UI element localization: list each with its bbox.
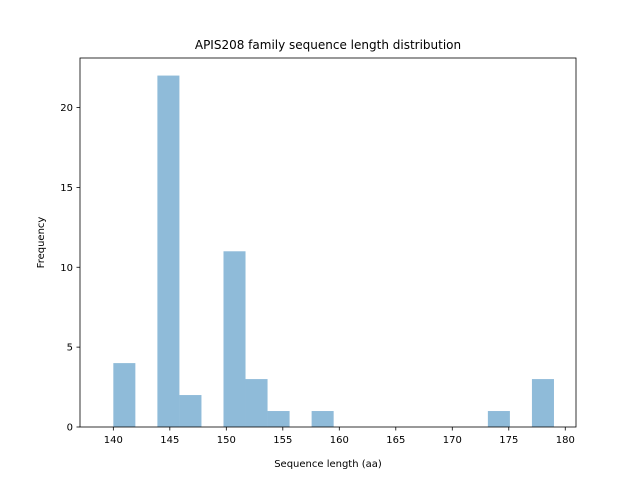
y-axis-title: Frequency [36,217,47,269]
histogram-bar-3 [179,395,202,427]
histogram-bar-6 [245,379,268,427]
y-tick-label: 15 [60,183,73,194]
histogram-bar-7 [267,411,290,427]
x-tick-label: 180 [556,435,575,446]
histogram-bar-0 [113,363,136,427]
y-tick-label: 10 [60,263,73,274]
y-tick-label: 5 [67,343,73,354]
bars-group [113,75,554,427]
x-tick-label: 150 [217,435,236,446]
x-tick-label: 175 [499,435,518,446]
histogram-bar-19 [531,379,554,427]
x-axis-title: Sequence length (aa) [274,459,382,470]
x-tick-label: 155 [273,435,292,446]
x-tick-label: 165 [386,435,405,446]
histogram-bar-5 [223,251,246,427]
histogram-bar-9 [311,411,334,427]
chart-title: APIS208 family sequence length distribut… [195,38,461,52]
y-tick-label: 0 [67,423,73,434]
x-tick-label: 170 [443,435,462,446]
y-ticks-group: 0 5 10 15 20 [60,103,80,434]
histogram-bar-2 [157,75,180,427]
x-tick-label: 140 [104,435,123,446]
x-ticks-group: 140 145 150 155 160 165 170 175 180 [104,427,575,446]
plot-area-frame [79,57,577,428]
y-tick-label: 20 [60,103,73,114]
x-tick-label: 145 [160,435,179,446]
x-tick-label: 160 [330,435,349,446]
histogram-bar-17 [487,411,510,427]
